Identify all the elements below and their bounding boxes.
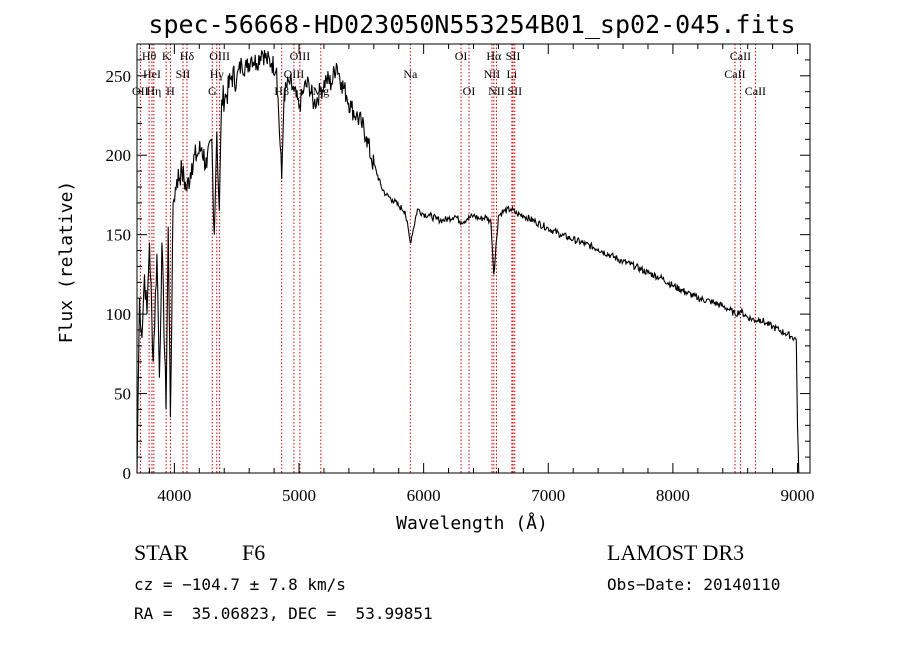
spectral-line-label: H bbox=[166, 84, 175, 98]
spectral-line-label: G bbox=[208, 84, 217, 98]
ra-dec-coordinates: RA = 35.06823, DEC = 53.99851 bbox=[134, 604, 433, 623]
y-tick-label: 150 bbox=[106, 226, 132, 245]
y-tick-label: 100 bbox=[106, 305, 132, 324]
x-tick-label: 8000 bbox=[656, 486, 690, 505]
y-tick-label: 200 bbox=[106, 146, 132, 165]
spectral-line-label: OIII bbox=[209, 49, 230, 63]
survey-name: LAMOST DR3 bbox=[607, 540, 745, 565]
x-tick-label: 7000 bbox=[531, 486, 565, 505]
x-axis-label: Wavelength (Å) bbox=[396, 512, 548, 534]
redshift-cz: cz = −104.7 ± 7.8 km/s bbox=[134, 575, 346, 594]
x-tick-label: 9000 bbox=[781, 486, 815, 505]
observation-date: Obs−Date: 20140110 bbox=[607, 575, 781, 594]
spectral-line-label: Li bbox=[507, 67, 518, 81]
y-tick-label: 0 bbox=[123, 464, 132, 483]
spectral-line-label: NII bbox=[488, 84, 505, 98]
x-axis-ticks: 4000 5000 6000 7000 8000 9000 bbox=[148, 44, 815, 505]
spectral-line-label: Na bbox=[403, 67, 418, 81]
spectral-line-label: OI bbox=[463, 84, 476, 98]
spectral-subclass: F6 bbox=[242, 540, 266, 565]
x-tick-label: 6000 bbox=[407, 486, 441, 505]
spectral-line-label: OI bbox=[455, 49, 468, 63]
spectral-line-label: Hγ bbox=[210, 67, 225, 81]
y-tick-label: 250 bbox=[106, 67, 132, 86]
spectral-line-label: CaII bbox=[730, 49, 751, 63]
spectral-line-label: Hη bbox=[146, 84, 161, 98]
x-tick-label: 4000 bbox=[157, 486, 191, 505]
spectral-line-label: Hδ bbox=[180, 49, 195, 63]
spectral-line-label: OII bbox=[132, 84, 149, 98]
spectral-line-label: HeI bbox=[143, 67, 161, 81]
spectral-line-label: CaII bbox=[745, 84, 766, 98]
chart-title: spec-56668-HD023050N553254B01_sp02-045.f… bbox=[148, 10, 795, 39]
y-axis-label: Flux (relative) bbox=[56, 181, 77, 344]
spectral-line-label: SII bbox=[176, 67, 191, 81]
object-class: STAR bbox=[134, 540, 189, 565]
x-tick-label: 5000 bbox=[282, 486, 316, 505]
spectral-line-label: SII bbox=[507, 84, 522, 98]
spectral-line-label: OIII bbox=[290, 49, 311, 63]
spectral-line-label: NII bbox=[484, 67, 501, 81]
y-tick-label: 50 bbox=[114, 385, 131, 404]
spectral-line-markers bbox=[139, 44, 756, 473]
spectral-line-label: K bbox=[162, 49, 171, 63]
plot-frame bbox=[136, 43, 811, 474]
spectral-line-label: CaII bbox=[724, 67, 745, 81]
spectrum-line bbox=[136, 50, 800, 474]
spectral-line-label: OIII bbox=[284, 67, 305, 81]
spectral-line-label: Hθ bbox=[142, 49, 157, 63]
spectral-line-label: SII bbox=[506, 49, 521, 63]
spectral-line-label: Hα bbox=[486, 49, 502, 63]
y-axis-ticks: 0 50 100 150 200 250 bbox=[106, 43, 810, 483]
